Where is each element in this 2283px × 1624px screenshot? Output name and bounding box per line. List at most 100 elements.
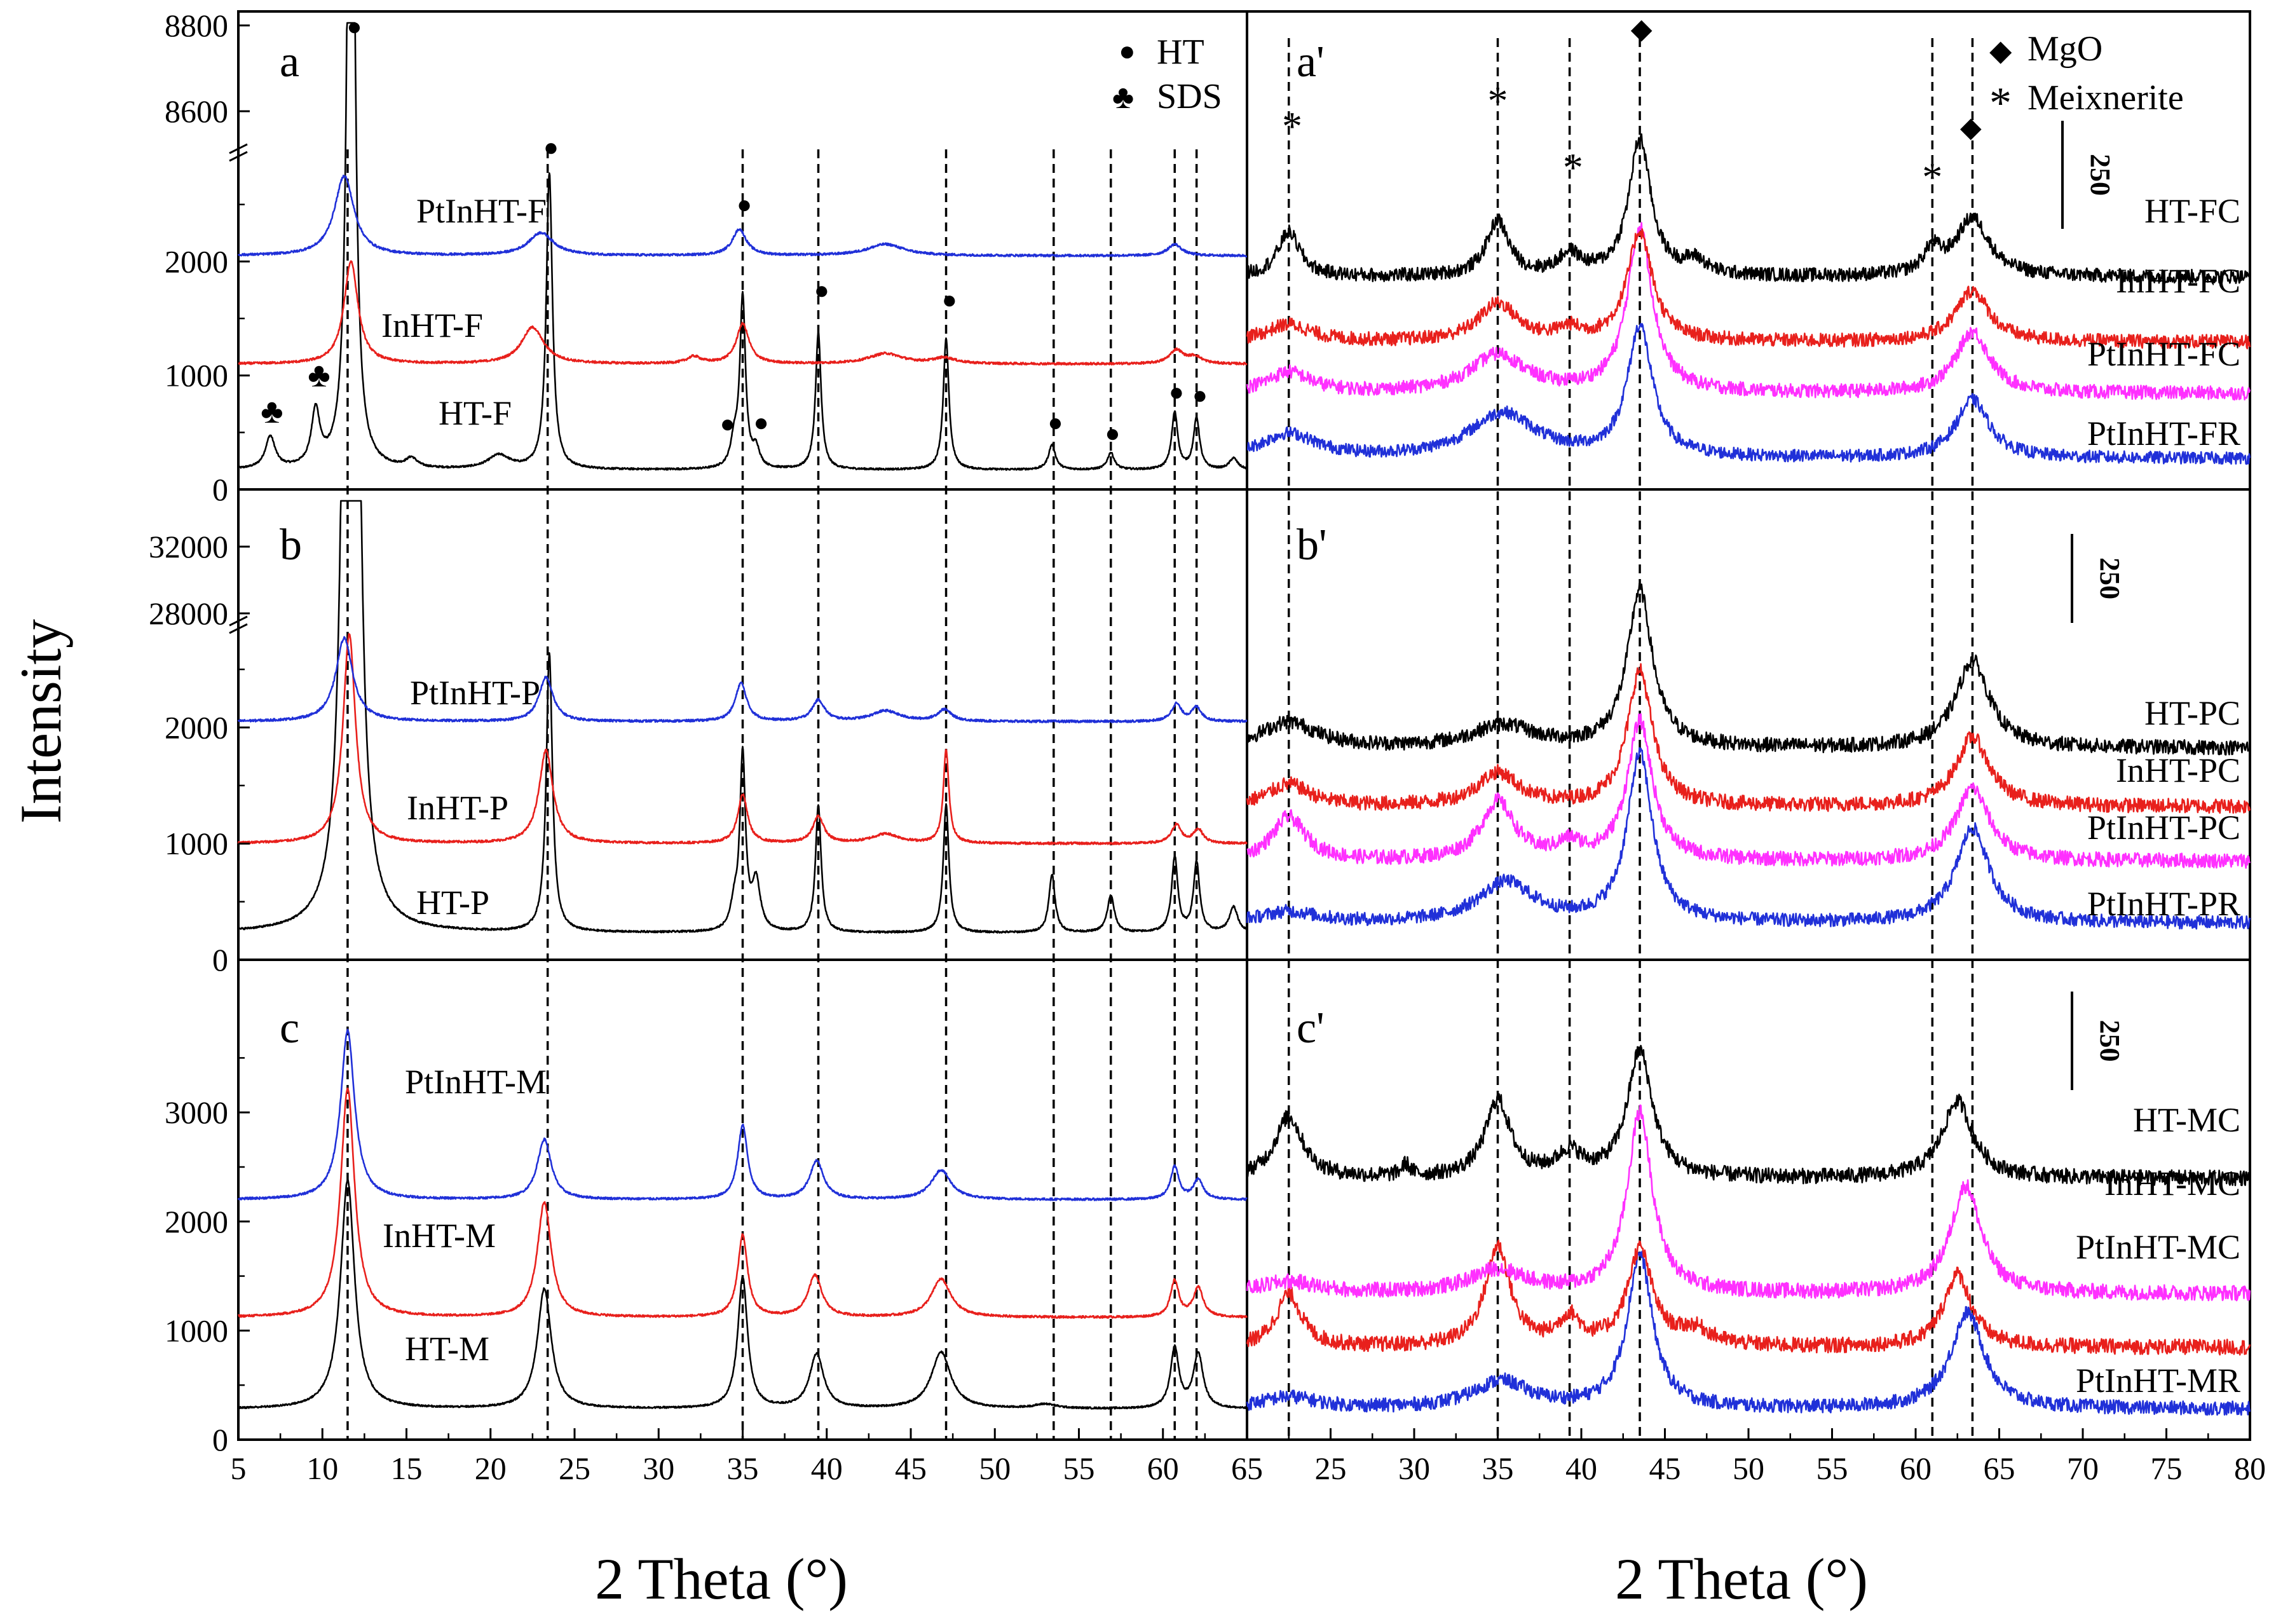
y-tick-label-c-0: 0 xyxy=(212,1422,228,1457)
axis-break-mark xyxy=(229,143,248,162)
x-tick-label-left-30: 30 xyxy=(643,1450,674,1486)
peak-marker-a: ● xyxy=(1192,381,1208,409)
x-tick-label-left-20: 20 xyxy=(475,1450,507,1486)
series-line-ht-pc xyxy=(1246,582,2251,756)
legend-label-sds: SDS xyxy=(1157,77,1222,116)
legend-symbol-ht: ● xyxy=(1119,36,1136,67)
x-tick-label-left-15: 15 xyxy=(391,1450,423,1486)
series-line-ptinht-fr xyxy=(1246,323,2251,465)
curve-label-ht-mc: HT-MC xyxy=(2133,1101,2240,1139)
x-tick-label-right-65: 65 xyxy=(1984,1450,2015,1486)
curve-label-ht-m: HT-M xyxy=(405,1330,489,1368)
x-tick-label-right-40: 40 xyxy=(1565,1450,1597,1486)
peak-marker-a-prime: ◆ xyxy=(1631,13,1653,44)
x-tick-label-left-65: 65 xyxy=(1231,1450,1263,1486)
panel-letter-b: b xyxy=(280,521,302,570)
peak-marker-a: ● xyxy=(1169,378,1184,406)
curve-label-ht-p: HT-P xyxy=(416,884,489,922)
peak-marker-a: ● xyxy=(720,409,735,438)
x-tick-label-left-10: 10 xyxy=(306,1450,338,1486)
x-tick-label-left-5: 5 xyxy=(231,1450,247,1486)
x-tick-label-right-50: 50 xyxy=(1733,1450,1764,1486)
diffraction-curves xyxy=(237,22,2251,1416)
peak-marker-a-prime: ◆ xyxy=(1960,112,1982,143)
curve-label-inht-pc: InHT-PC xyxy=(2116,751,2240,789)
curve-label-ht-f: HT-F xyxy=(439,394,512,432)
break-tick-label-8800: 8800 xyxy=(165,8,228,43)
panel-frames xyxy=(237,10,2251,1441)
series-line-inht-p xyxy=(237,633,1248,845)
series-line-inht-mc xyxy=(1246,1104,2251,1302)
peak-marker-a: ● xyxy=(754,408,769,437)
series-line-inht-f xyxy=(238,260,1248,366)
peak-marker-a: ● xyxy=(346,12,362,41)
curve-label-ht-pc: HT-PC xyxy=(2144,694,2240,732)
x-tick-label-left-45: 45 xyxy=(895,1450,927,1486)
x-tick-label-right-55: 55 xyxy=(1816,1450,1848,1486)
x-axis-label-left: 2 Theta (°) xyxy=(595,1546,848,1611)
curve-label-inht-m: InHT-M xyxy=(383,1217,496,1255)
peak-marker-a: ● xyxy=(814,276,829,304)
legend-label-meixnerite: Meixnerite xyxy=(2027,78,2184,118)
series-line-ht-fc xyxy=(1246,133,2251,284)
peak-marker-a: ● xyxy=(1105,419,1120,447)
x-tick-label-left-60: 60 xyxy=(1147,1450,1179,1486)
x-tick-label-right-45: 45 xyxy=(1649,1450,1681,1486)
break-tick-label-28000: 28000 xyxy=(149,596,228,631)
legend-label-ht: HT xyxy=(1157,32,1204,72)
y-axis-label: Intensity xyxy=(8,619,73,824)
curve-label-inht-f: InHT-F xyxy=(381,306,483,345)
legend-symbol-meixnerite: * xyxy=(1989,79,2012,128)
x-tick-label-right-70: 70 xyxy=(2067,1450,2099,1486)
outer-frame xyxy=(237,10,2251,1441)
curve-label-ptinht-mc: PtInHT-MC xyxy=(2076,1228,2240,1266)
series-line-inht-m xyxy=(238,1087,1248,1319)
series-line-ptinht-pr xyxy=(1246,747,2251,930)
axis-ticks: 5 10 15 20 25 30 35 40 45 50 55 60 65 25 30 35 40 45 50 55 6… xyxy=(149,8,2266,1486)
scale-bar-label: 250 xyxy=(2085,154,2116,196)
peak-marker-a: ● xyxy=(942,285,957,314)
y-tick-label-a-0: 0 xyxy=(212,472,228,507)
curve-label-ptinht-fr: PtInHT-FR xyxy=(2087,414,2240,453)
x-tick-label-right-35: 35 xyxy=(1482,1450,1514,1486)
x-tick-label-right-80: 80 xyxy=(2234,1450,2266,1486)
peak-marker-a: ● xyxy=(1047,408,1063,437)
scale-bar-label: 250 xyxy=(2094,557,2125,599)
x-tick-label-left-55: 55 xyxy=(1063,1450,1095,1486)
series-line-ptinht-fc xyxy=(1246,222,2251,401)
curve-label-inht-p: InHT-P xyxy=(407,789,508,827)
series-line-ptinht-p xyxy=(237,636,1248,723)
axis-break-mark xyxy=(229,615,248,634)
chart-labels: a b c a' b' c' HT-F InHT-F PtInHT-F HT-P InHT-P PtI… xyxy=(261,12,2240,1400)
series-line-ht-mc xyxy=(1246,1044,2251,1187)
x-axis-label-right: 2 Theta (°) xyxy=(1615,1546,1868,1611)
series-line-ht-f xyxy=(237,22,1248,471)
x-tick-label-right-75: 75 xyxy=(2151,1450,2183,1486)
panel-letter-b-prime: b' xyxy=(1297,521,1327,570)
series-line-ptinht-mc xyxy=(1246,1239,2251,1356)
break-tick-label-32000: 32000 xyxy=(149,529,228,564)
panel-letter-c: c xyxy=(280,1004,299,1053)
series-line-inht-fc xyxy=(1246,228,2251,350)
peak-marker-a-prime: * xyxy=(1922,154,1942,200)
y-tick-label-c-1000: 1000 xyxy=(165,1313,228,1348)
peak-marker-a: ♣ xyxy=(261,392,283,430)
curve-label-ptinht-f: PtInHT-F xyxy=(416,192,547,230)
x-tick-label-left-25: 25 xyxy=(559,1450,590,1486)
y-tick-label-b-1000: 1000 xyxy=(165,826,228,861)
curve-label-inht-mc: InHT-MC xyxy=(2104,1164,2240,1203)
panel-letter-c-prime: c' xyxy=(1297,1004,1325,1053)
curve-label-ptinht-pc: PtInHT-PC xyxy=(2087,809,2240,847)
x-tick-label-left-35: 35 xyxy=(727,1450,759,1486)
curve-label-ptinht-fc: PtInHT-FC xyxy=(2087,335,2240,373)
peak-marker-a: ● xyxy=(543,133,559,161)
series-line-ptinht-mr xyxy=(1246,1250,2251,1416)
legend-symbol-mgo: ◆ xyxy=(1989,34,2012,67)
curve-label-ptinht-m: PtInHT-M xyxy=(405,1063,547,1101)
legend-label-mgo: MgO xyxy=(2027,29,2102,69)
y-tick-label-b-2000: 2000 xyxy=(165,709,228,745)
dashed-reference-lines xyxy=(346,38,1974,1440)
series-line-ht-p xyxy=(237,500,1248,934)
curve-label-ptinht-p: PtInHT-P xyxy=(410,674,540,712)
